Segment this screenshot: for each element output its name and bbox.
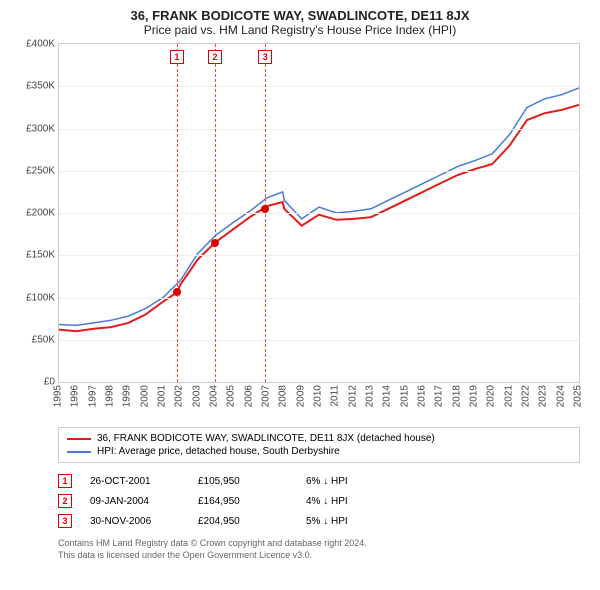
annotation-date: 09-JAN-2004 — [90, 496, 180, 507]
x-tick-label: 2009 — [295, 385, 306, 407]
x-tick-label: 2006 — [243, 385, 254, 407]
event-vline — [177, 44, 178, 382]
annotation-row: 3 30-NOV-2006 £204,950 5% ↓ HPI — [58, 511, 580, 531]
chart-title: 36, FRANK BODICOTE WAY, SWADLINCOTE, DE1… — [12, 8, 588, 23]
event-vline — [265, 44, 266, 382]
x-tick-label: 1997 — [87, 385, 98, 407]
x-tick-label: 1999 — [122, 385, 133, 407]
y-tick-label: £150K — [13, 250, 55, 261]
annotation-delta: 5% ↓ HPI — [306, 516, 396, 527]
annotation-marker-icon: 1 — [58, 474, 72, 488]
event-point-icon — [173, 288, 181, 296]
x-tick-label: 2023 — [538, 385, 549, 407]
annotation-price: £105,950 — [198, 476, 288, 487]
y-tick-label: £300K — [13, 123, 55, 134]
y-tick-label: £200K — [13, 208, 55, 219]
x-tick-label: 2005 — [226, 385, 237, 407]
x-tick-label: 2013 — [365, 385, 376, 407]
annotation-delta: 4% ↓ HPI — [306, 496, 396, 507]
x-tick-label: 1996 — [70, 385, 81, 407]
footer-line2: This data is licensed under the Open Gov… — [58, 549, 580, 561]
event-marker-box: 2 — [208, 50, 222, 64]
footer-attribution: Contains HM Land Registry data © Crown c… — [58, 537, 580, 561]
legend-swatch-property — [67, 438, 91, 440]
x-tick-label: 2018 — [451, 385, 462, 407]
chart-subtitle: Price paid vs. HM Land Registry's House … — [12, 23, 588, 37]
x-tick-label: 2021 — [503, 385, 514, 407]
annotation-row: 1 26-OCT-2001 £105,950 6% ↓ HPI — [58, 471, 580, 491]
annotation-row: 2 09-JAN-2004 £164,950 4% ↓ HPI — [58, 491, 580, 511]
event-marker-box: 3 — [258, 50, 272, 64]
x-tick-label: 2015 — [399, 385, 410, 407]
event-vline — [215, 44, 216, 382]
legend-item-property: 36, FRANK BODICOTE WAY, SWADLINCOTE, DE1… — [67, 432, 571, 445]
y-tick-label: £100K — [13, 292, 55, 303]
x-tick-label: 2025 — [573, 385, 584, 407]
x-tick-label: 1998 — [105, 385, 116, 407]
x-tick-label: 2003 — [191, 385, 202, 407]
annotation-marker-icon: 2 — [58, 494, 72, 508]
x-tick-label: 2020 — [486, 385, 497, 407]
x-tick-label: 2024 — [555, 385, 566, 407]
event-marker-box: 1 — [170, 50, 184, 64]
y-tick-label: £350K — [13, 81, 55, 92]
legend-label-property: 36, FRANK BODICOTE WAY, SWADLINCOTE, DE1… — [97, 433, 435, 444]
annotation-date: 26-OCT-2001 — [90, 476, 180, 487]
legend-item-hpi: HPI: Average price, detached house, Sout… — [67, 445, 571, 458]
x-tick-label: 2002 — [174, 385, 185, 407]
y-tick-label: £250K — [13, 165, 55, 176]
event-point-icon — [211, 239, 219, 247]
x-tick-label: 2008 — [278, 385, 289, 407]
y-tick-label: £400K — [13, 39, 55, 50]
series-hpi — [59, 88, 579, 326]
legend-swatch-hpi — [67, 451, 91, 453]
annotation-delta: 6% ↓ HPI — [306, 476, 396, 487]
annotation-price: £204,950 — [198, 516, 288, 527]
x-tick-label: 1995 — [53, 385, 64, 407]
x-tick-label: 2019 — [469, 385, 480, 407]
y-tick-label: £50K — [13, 334, 55, 345]
y-tick-label: £0 — [13, 377, 55, 388]
x-tick-label: 2010 — [313, 385, 324, 407]
x-tick-label: 2016 — [417, 385, 428, 407]
annotations-table: 1 26-OCT-2001 £105,950 6% ↓ HPI 2 09-JAN… — [58, 471, 580, 531]
legend-label-hpi: HPI: Average price, detached house, Sout… — [97, 446, 340, 457]
plot-area: £0£50K£100K£150K£200K£250K£300K£350K£400… — [58, 43, 580, 383]
x-tick-label: 2017 — [434, 385, 445, 407]
x-tick-label: 2001 — [157, 385, 168, 407]
x-tick-label: 2022 — [521, 385, 532, 407]
x-tick-label: 2011 — [330, 385, 341, 407]
x-tick-label: 2004 — [209, 385, 220, 407]
footer-line1: Contains HM Land Registry data © Crown c… — [58, 537, 580, 549]
x-tick-label: 2014 — [382, 385, 393, 407]
legend-box: 36, FRANK BODICOTE WAY, SWADLINCOTE, DE1… — [58, 427, 580, 463]
x-tick-label: 2000 — [139, 385, 150, 407]
x-tick-label: 2012 — [347, 385, 358, 407]
x-axis-labels: 1995199619971998199920002001200220032004… — [58, 383, 580, 421]
annotation-marker-icon: 3 — [58, 514, 72, 528]
event-point-icon — [261, 205, 269, 213]
chart-container: 36, FRANK BODICOTE WAY, SWADLINCOTE, DE1… — [0, 0, 600, 590]
annotation-date: 30-NOV-2006 — [90, 516, 180, 527]
x-tick-label: 2007 — [261, 385, 272, 407]
annotation-price: £164,950 — [198, 496, 288, 507]
